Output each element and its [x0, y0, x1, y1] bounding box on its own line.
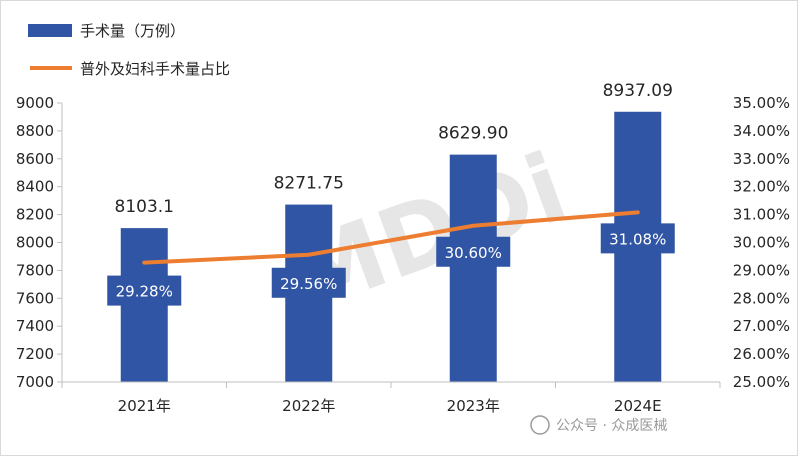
line-value-box [600, 223, 675, 254]
x-tick-label: 2021年 [118, 397, 171, 415]
x-tick-label: 2022年 [282, 397, 335, 415]
legend-bar-label: 手术量（万例） [80, 22, 185, 40]
left-tick-label: 8800 [16, 122, 54, 140]
bar-value-label: 8937.09 [603, 81, 673, 101]
x-axis: 2021年 2022年 2023年 2024E [61, 381, 721, 415]
left-tick-label: 7400 [16, 317, 54, 335]
line-value-box [107, 275, 182, 306]
right-tick-label: 33.00% [733, 150, 790, 168]
left-y-axis: 7000 7200 7400 7600 7800 8000 8200 8400 8600 8800… [16, 94, 63, 391]
line-series [142, 210, 640, 265]
right-tick-label: 29.00% [733, 261, 790, 279]
right-tick-label: 31.00% [733, 206, 790, 224]
line-value-box [436, 236, 511, 267]
legend-line-label: 普外及妇科手术量占比 [80, 60, 230, 78]
line-value-label: 31.08% [609, 230, 666, 248]
bar-value-label: 8629.90 [438, 124, 508, 144]
left-tick-label: 8400 [16, 178, 54, 196]
legend: 手术量（万例） 普外及妇科手术量占比 [28, 22, 230, 78]
legend-bar-swatch [28, 24, 72, 37]
right-tick-label: 30.00% [733, 234, 790, 252]
bar-value-label: 8103.1 [115, 197, 174, 217]
left-tick-label: 8000 [16, 234, 54, 252]
wechat-icon [530, 415, 550, 435]
watermark-caption: 公众号 · 众成医械 [556, 418, 667, 434]
left-tick-label: 9000 [16, 94, 54, 112]
right-tick-label: 26.00% [733, 345, 790, 363]
left-tick-label: 7800 [16, 261, 54, 279]
line-value-label: 29.56% [280, 275, 337, 293]
left-tick-label: 7200 [16, 345, 54, 363]
left-tick-label: 7000 [16, 373, 54, 391]
right-tick-label: 34.00% [733, 122, 790, 140]
right-tick-label: 25.00% [733, 373, 790, 391]
watermark-caption-group: 公众号 · 众成医械 [530, 415, 667, 435]
left-tick-label: 8600 [16, 150, 54, 168]
line-value-label: 29.28% [116, 283, 173, 301]
right-tick-label: 28.00% [733, 289, 790, 307]
bar [449, 154, 497, 382]
line-value-label: 30.60% [445, 244, 502, 262]
right-tick-label: 27.00% [733, 317, 790, 335]
left-tick-label: 7600 [16, 289, 54, 307]
line-value-labels: 29.28% 29.56% 30.60% 31.08% [107, 223, 675, 306]
right-y-axis: 25.00% 26.00% 27.00% 28.00% 29.00% 30.00% 31.0… [733, 94, 790, 391]
bar-value-labels: 8103.1 8271.75 8629.90 8937.09 [115, 81, 673, 217]
right-tick-label: 32.00% [733, 178, 790, 196]
bar-value-label: 8271.75 [274, 174, 344, 194]
line-path [142, 210, 640, 265]
x-tick-label: 2023年 [447, 397, 500, 415]
line-value-box [271, 267, 346, 298]
left-tick-label: 8200 [16, 206, 54, 224]
x-tick-label: 2024E [614, 397, 662, 415]
right-tick-label: 35.00% [733, 94, 790, 112]
